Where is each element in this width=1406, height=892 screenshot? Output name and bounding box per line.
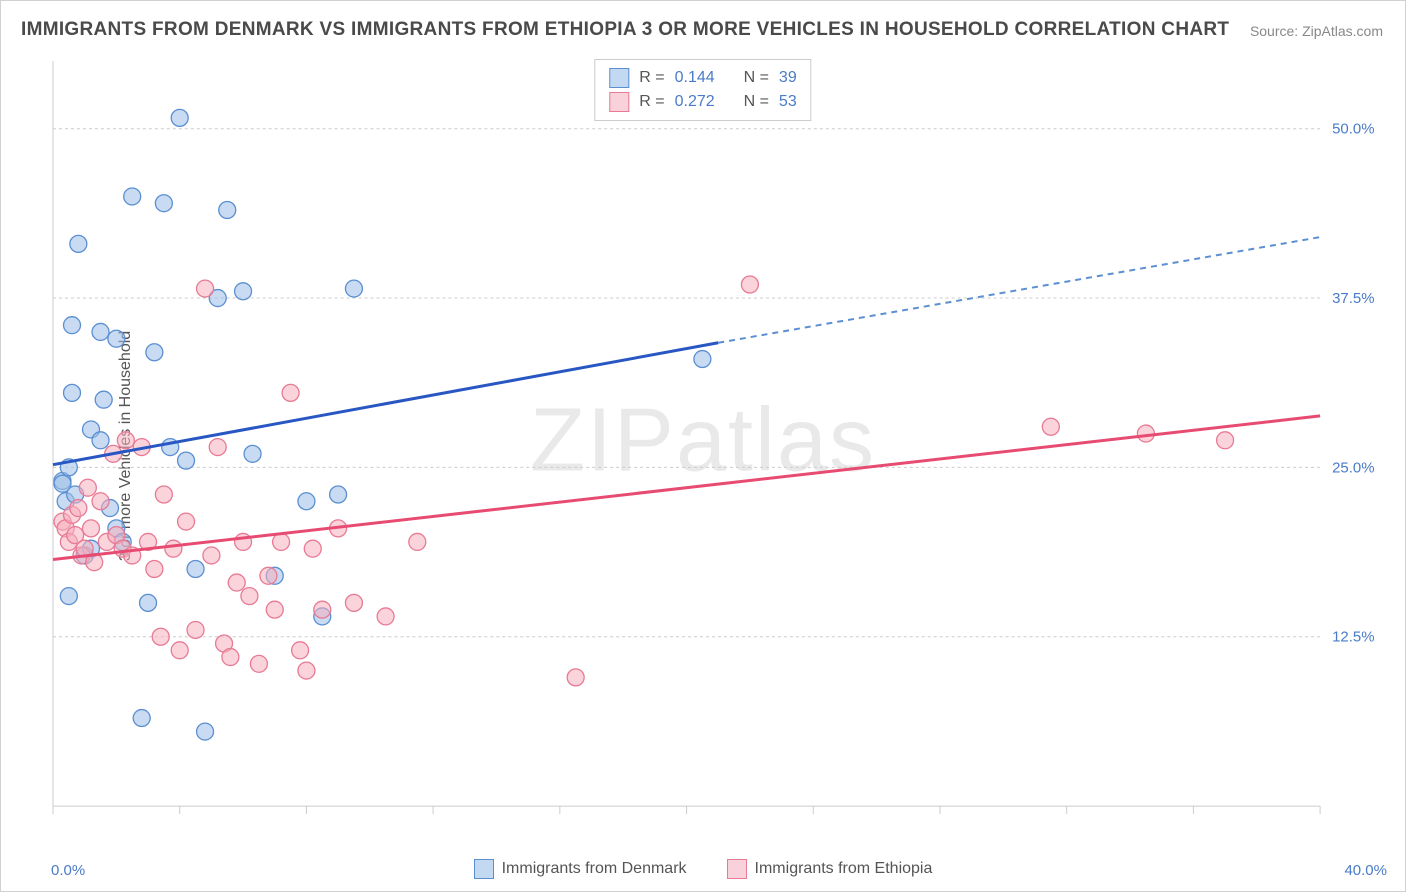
n-label-2: N = xyxy=(744,93,769,111)
svg-text:25.0%: 25.0% xyxy=(1332,459,1374,476)
legend-item-denmark: Immigrants from Denmark xyxy=(474,859,687,879)
swatch-pink-icon xyxy=(609,92,629,112)
x-tick-0: 0.0% xyxy=(51,862,85,879)
r-value-pink: 0.272 xyxy=(675,93,715,111)
legend-row-blue: R = 0.144 N = 39 xyxy=(609,66,796,90)
swatch-pink-icon-2 xyxy=(727,859,747,879)
swatch-blue-icon xyxy=(609,68,629,88)
chart-container: IMMIGRANTS FROM DENMARK VS IMMIGRANTS FR… xyxy=(0,0,1406,892)
legend-correlation: R = 0.144 N = 39 R = 0.272 N = 53 xyxy=(594,59,811,121)
x-tick-40: 40.0% xyxy=(1344,862,1387,879)
legend-series: Immigrants from Denmark Immigrants from … xyxy=(1,859,1405,879)
svg-text:37.5%: 37.5% xyxy=(1332,290,1374,307)
plot-area: 12.5% 25.0% 37.5% 50.0% xyxy=(51,56,1390,836)
svg-text:12.5%: 12.5% xyxy=(1332,629,1374,646)
source-text: Source: ZipAtlas.com xyxy=(1250,23,1383,39)
legend-label-denmark: Immigrants from Denmark xyxy=(502,860,687,878)
r-label: R = xyxy=(639,69,664,87)
n-value-blue: 39 xyxy=(779,69,797,87)
swatch-blue-icon-2 xyxy=(474,859,494,879)
svg-text:50.0%: 50.0% xyxy=(1332,121,1374,138)
r-value-blue: 0.144 xyxy=(675,69,715,87)
r-label-2: R = xyxy=(639,93,664,111)
n-value-pink: 53 xyxy=(779,93,797,111)
n-label: N = xyxy=(744,69,769,87)
legend-item-ethiopia: Immigrants from Ethiopia xyxy=(727,859,933,879)
legend-label-ethiopia: Immigrants from Ethiopia xyxy=(755,860,933,878)
chart-title: IMMIGRANTS FROM DENMARK VS IMMIGRANTS FR… xyxy=(21,19,1229,41)
legend-row-pink: R = 0.272 N = 53 xyxy=(609,90,796,114)
scatter-svg: 12.5% 25.0% 37.5% 50.0% xyxy=(51,56,1390,836)
